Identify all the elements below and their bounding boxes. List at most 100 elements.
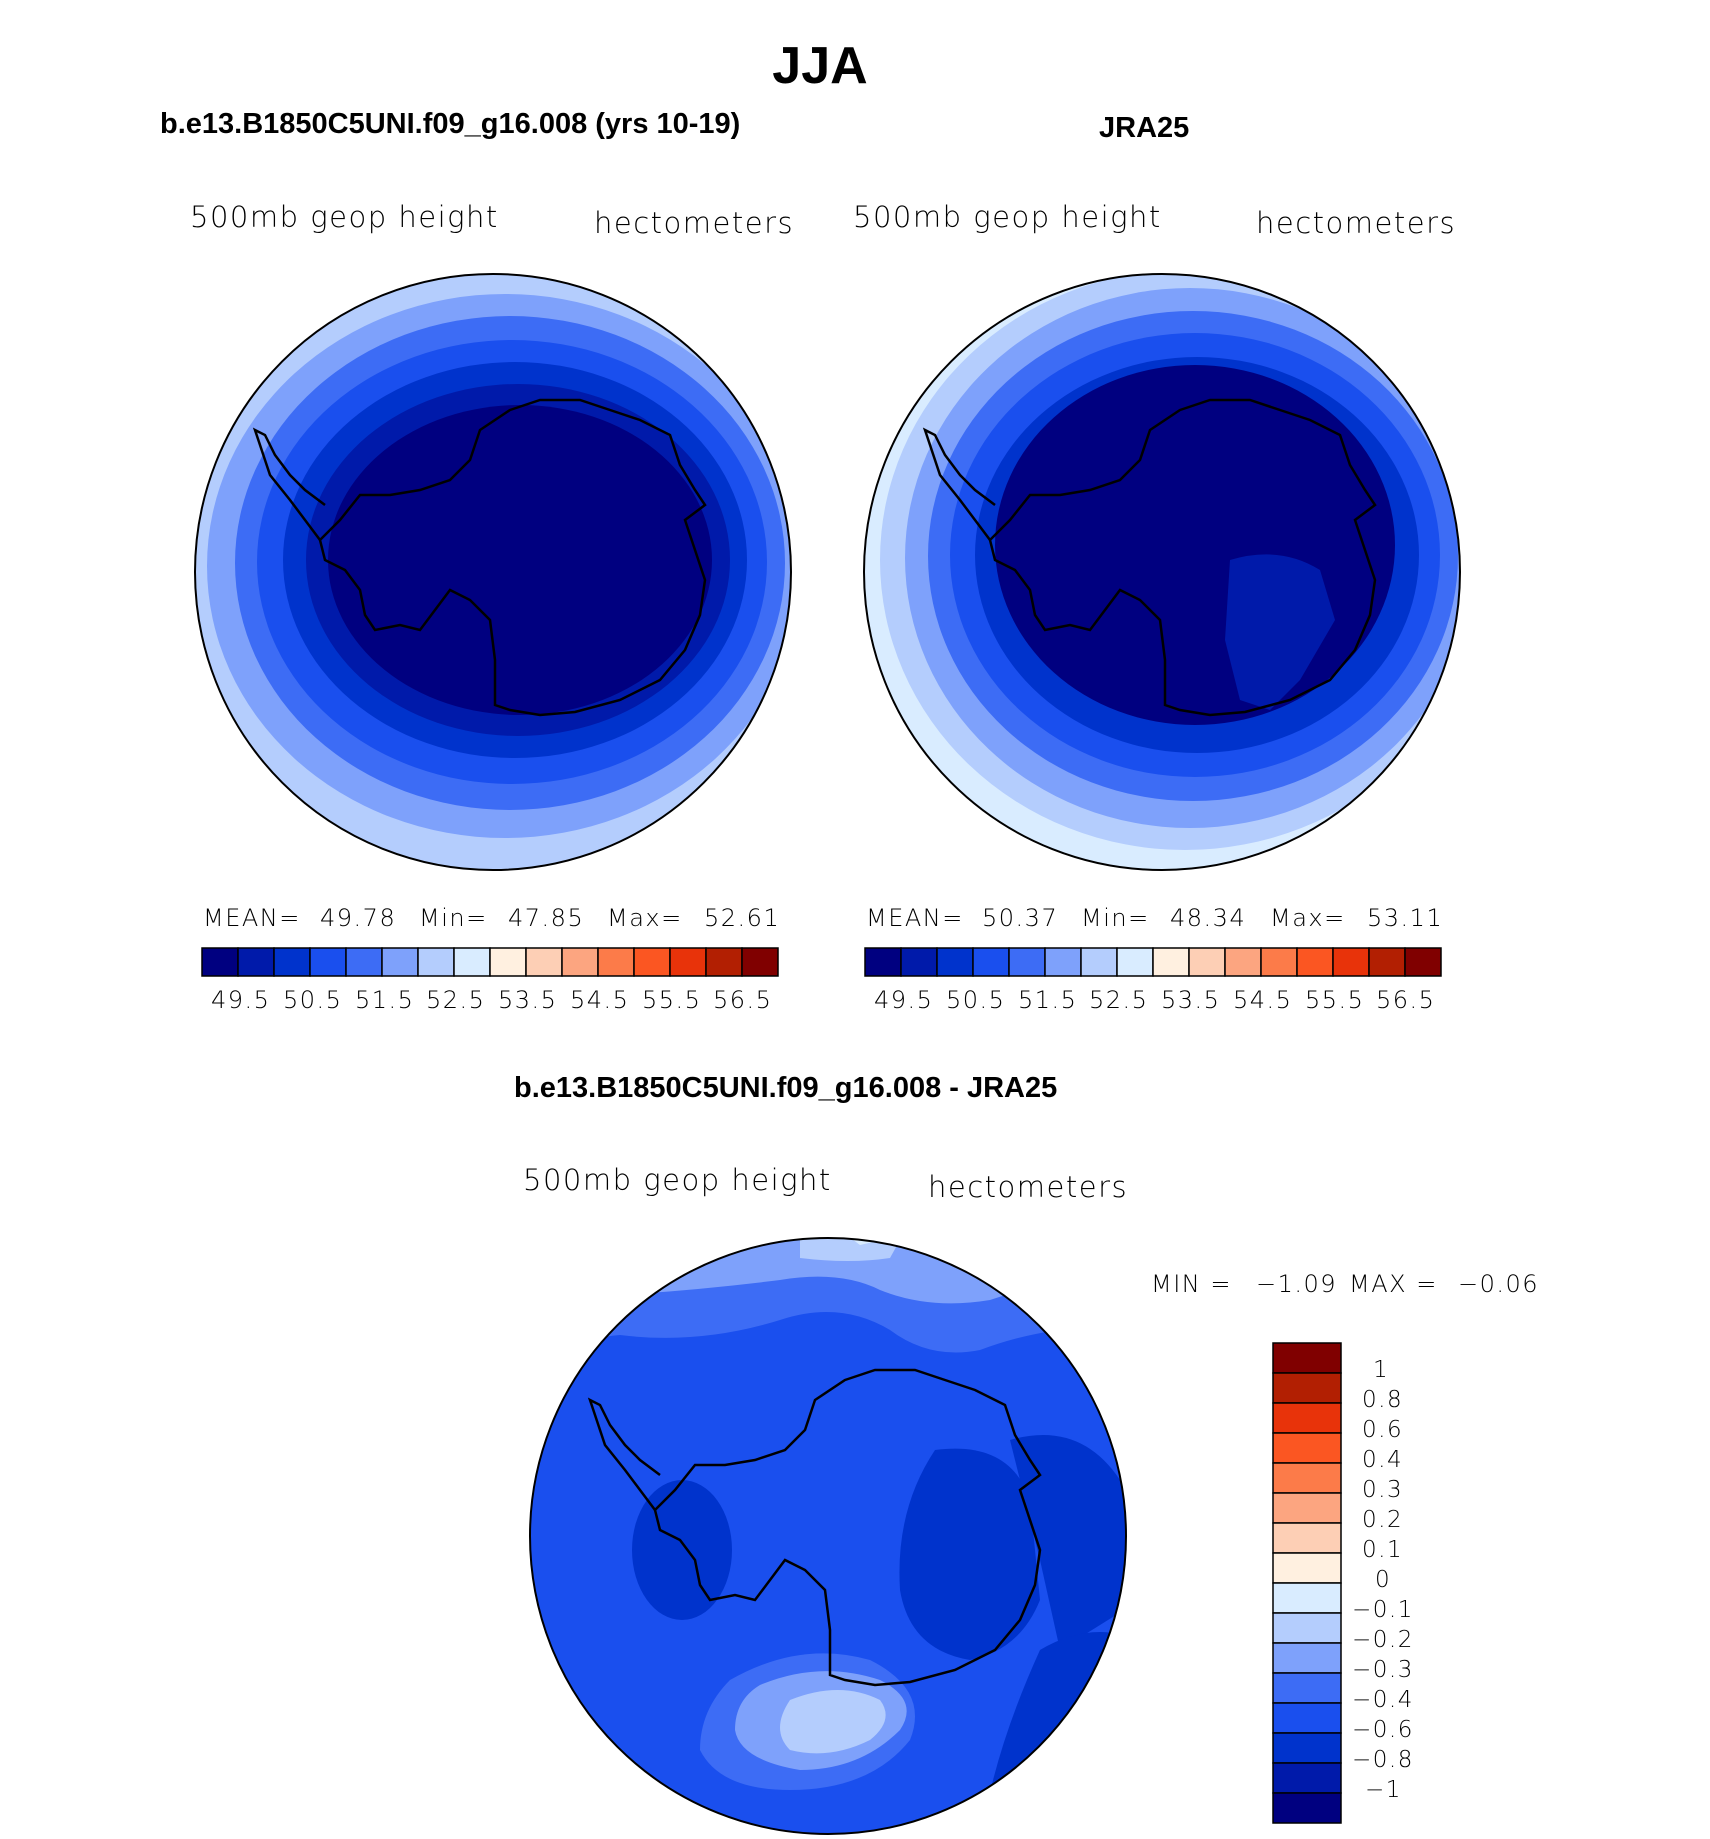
colorbar-diff — [1272, 1342, 1342, 1824]
colorbar-swatch — [1404, 947, 1442, 977]
colorbar-left-label: 51.5 — [355, 986, 415, 1014]
colorbar-swatch — [201, 947, 239, 977]
colorbar-swatch — [1368, 947, 1406, 977]
colorbar-right-label: 52.5 — [1089, 986, 1149, 1014]
colorbar-swatch — [345, 947, 383, 977]
diff-colorbar-label: −1 — [1365, 1777, 1402, 1803]
panel-left-mean: 49.78 — [320, 904, 397, 932]
diff-colorbar-label: 0.1 — [1362, 1537, 1404, 1563]
colorbar-swatch — [669, 947, 707, 977]
map-left — [195, 274, 791, 870]
panel-right-min-label: Min= — [1081, 904, 1150, 932]
colorbar-left-label: 50.5 — [283, 986, 343, 1014]
diff-min-value: −1.09 — [1256, 1270, 1338, 1298]
diff-colorbar-swatch — [1272, 1792, 1342, 1824]
colorbar-right-label: 51.5 — [1018, 986, 1078, 1014]
colorbar-swatch — [972, 947, 1010, 977]
colorbar-swatch — [1332, 947, 1370, 977]
colorbar-swatch — [309, 947, 347, 977]
colorbar-swatch — [237, 947, 275, 977]
diff-colorbar-swatch — [1272, 1582, 1342, 1614]
colorbar-left — [201, 947, 779, 977]
colorbar-swatch — [1152, 947, 1190, 977]
panel-left-title: b.e13.B1850C5UNI.f09_g16.008 (yrs 10-19) — [160, 108, 741, 140]
diff-panel-variable: 500mb geop height — [523, 1163, 832, 1197]
diff-min-label: MIN = — [1151, 1270, 1232, 1298]
diff-colorbar-swatch — [1272, 1492, 1342, 1524]
colorbar-right-label: 55.5 — [1305, 986, 1365, 1014]
diff-colorbar-swatch — [1272, 1522, 1342, 1554]
colorbar-swatch — [453, 947, 491, 977]
diff-colorbar-label: −0.2 — [1352, 1627, 1414, 1653]
colorbar-left-label: 53.5 — [498, 986, 558, 1014]
diff-colorbar-swatch — [1272, 1672, 1342, 1704]
map-diff-border — [529, 1237, 1127, 1835]
diff-colorbar-label: 0 — [1375, 1567, 1392, 1593]
diff-colorbar-label: 0.4 — [1362, 1447, 1404, 1473]
diff-colorbar-label: −0.4 — [1352, 1687, 1414, 1713]
colorbar-swatch — [1044, 947, 1082, 977]
panel-right-mean-label: MEAN= — [866, 904, 964, 932]
diff-colorbar-label: −0.6 — [1352, 1717, 1414, 1743]
map-right — [864, 274, 1460, 870]
panel-right-variable: 500mb geop height — [853, 200, 1162, 234]
panel-left-min-label: Min= — [419, 904, 488, 932]
colorbar-swatch — [273, 947, 311, 977]
colorbar-right-label: 50.5 — [946, 986, 1006, 1014]
diff-max-value: −0.06 — [1458, 1270, 1540, 1298]
colorbar-swatch — [864, 947, 902, 977]
colorbar-swatch — [741, 947, 779, 977]
panel-left-mean-label: MEAN= — [203, 904, 301, 932]
colorbar-swatch — [1116, 947, 1154, 977]
diff-panel-title: b.e13.B1850C5UNI.f09_g16.008 - JRA25 — [514, 1072, 1058, 1104]
panel-left-max-label: Max= — [607, 904, 683, 932]
colorbar-left-label: 54.5 — [570, 986, 630, 1014]
colorbar-right-label: 53.5 — [1161, 986, 1221, 1014]
panel-right-min: 48.34 — [1170, 904, 1247, 932]
colorbar-left-label: 49.5 — [211, 986, 271, 1014]
diff-colorbar-label: −0.1 — [1352, 1597, 1414, 1623]
diff-panel-units: hectometers — [928, 1170, 1129, 1204]
colorbar-swatch — [381, 947, 419, 977]
panel-right-mean: 50.37 — [982, 904, 1059, 932]
colorbar-swatch — [525, 947, 563, 977]
panel-left-min: 47.85 — [508, 904, 585, 932]
panel-left-max: 52.61 — [704, 904, 781, 932]
colorbar-swatch — [633, 947, 671, 977]
colorbar-right — [864, 947, 1442, 977]
colorbar-swatch — [417, 947, 455, 977]
map-left-border — [194, 273, 792, 871]
colorbar-swatch — [597, 947, 635, 977]
diff-colorbar-label: 0.2 — [1362, 1507, 1404, 1533]
panel-left-units: hectometers — [594, 206, 795, 240]
diff-colorbar-label: 0.8 — [1362, 1387, 1404, 1413]
diff-colorbar-swatch — [1272, 1402, 1342, 1434]
diff-max-label: MAX = — [1349, 1270, 1438, 1298]
colorbar-swatch — [1188, 947, 1226, 977]
diff-colorbar-label: 0.6 — [1362, 1417, 1404, 1443]
diff-colorbar-swatch — [1272, 1702, 1342, 1734]
panel-right-max-label: Max= — [1270, 904, 1346, 932]
colorbar-swatch — [900, 947, 938, 977]
panel-right-units: hectometers — [1256, 206, 1457, 240]
map-right-border — [863, 273, 1461, 871]
colorbar-right-label: 49.5 — [874, 986, 934, 1014]
main-title: JJA — [772, 37, 868, 95]
diff-colorbar-swatch — [1272, 1432, 1342, 1464]
diff-colorbar-label: 0.3 — [1362, 1477, 1404, 1503]
colorbar-swatch — [705, 947, 743, 977]
diff-colorbar-swatch — [1272, 1342, 1342, 1374]
map-diff — [530, 1238, 1126, 1834]
diff-colorbar-swatch — [1272, 1762, 1342, 1794]
colorbar-swatch — [1296, 947, 1334, 977]
colorbar-left-label: 56.5 — [713, 986, 773, 1014]
diff-colorbar-swatch — [1272, 1642, 1342, 1674]
colorbar-swatch — [1008, 947, 1046, 977]
colorbar-swatch — [561, 947, 599, 977]
panel-left-variable: 500mb geop height — [190, 200, 499, 234]
diff-colorbar-swatch — [1272, 1462, 1342, 1494]
colorbar-swatch — [1224, 947, 1262, 977]
diff-colorbar-label: −0.8 — [1352, 1747, 1414, 1773]
colorbar-swatch — [1080, 947, 1118, 977]
diff-colorbar-swatch — [1272, 1612, 1342, 1644]
